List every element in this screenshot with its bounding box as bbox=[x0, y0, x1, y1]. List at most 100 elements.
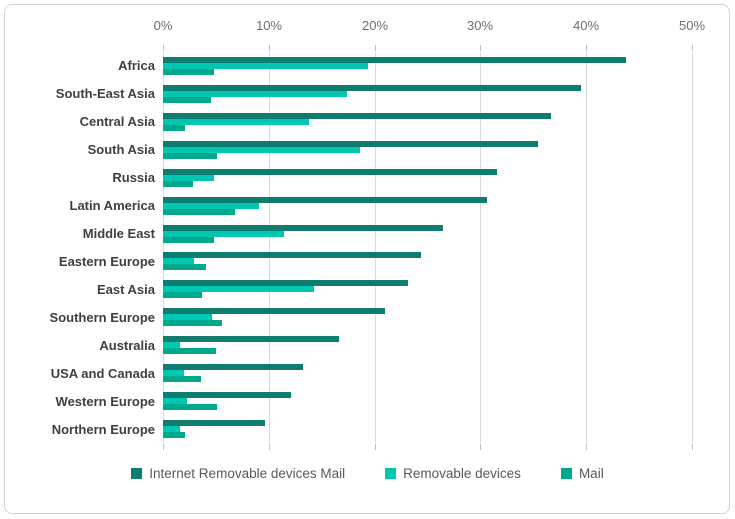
legend-swatch-icon bbox=[385, 468, 397, 479]
category-label: Northern Europe bbox=[51, 421, 155, 437]
bar-group-east-asia bbox=[163, 275, 692, 303]
bar bbox=[163, 56, 627, 63]
category-label: Western Europe bbox=[55, 393, 155, 409]
bar bbox=[163, 336, 339, 343]
bar bbox=[163, 432, 186, 439]
x-axis-tick-label: 30% bbox=[466, 18, 494, 33]
bar-group-usa-and-canada bbox=[163, 359, 692, 387]
category-label: Africa bbox=[118, 58, 155, 74]
bar-group-middle-east bbox=[163, 220, 692, 248]
axis-tick-mark bbox=[586, 45, 587, 51]
bar-group-western-europe bbox=[163, 387, 692, 415]
bar bbox=[163, 118, 309, 125]
bar bbox=[163, 264, 207, 271]
category-label: Russia bbox=[112, 170, 155, 186]
axis-tick-mark bbox=[163, 45, 164, 51]
legend-item: Removable devices bbox=[385, 466, 521, 481]
category-axis: Africa South-East Asia Central Asia South A… bbox=[10, 52, 155, 443]
bar bbox=[163, 398, 188, 405]
axis-tick-mark bbox=[269, 45, 270, 51]
gridline bbox=[480, 52, 481, 443]
axis-tick-mark bbox=[375, 444, 376, 450]
bar bbox=[163, 404, 217, 411]
bar bbox=[163, 252, 422, 259]
bar bbox=[163, 376, 202, 383]
bar bbox=[163, 292, 203, 299]
bar bbox=[163, 392, 292, 399]
bar bbox=[163, 308, 386, 315]
legend-item: Internet Removable devices Mail bbox=[131, 466, 345, 481]
legend-swatch-icon bbox=[560, 468, 572, 479]
gridline bbox=[375, 52, 376, 443]
bar bbox=[163, 348, 216, 355]
legend-label: Mail bbox=[578, 466, 604, 481]
axis-tick-mark bbox=[692, 45, 693, 51]
gridline bbox=[586, 52, 587, 443]
bar bbox=[163, 364, 303, 371]
x-axis-tick-label: 50% bbox=[678, 18, 706, 33]
gridline bbox=[163, 52, 164, 443]
axis-tick-mark bbox=[586, 444, 587, 450]
bar bbox=[163, 370, 185, 377]
axis-tick-mark bbox=[375, 45, 376, 51]
bar bbox=[163, 174, 214, 181]
category-label: South-East Asia bbox=[55, 86, 155, 102]
bar bbox=[163, 314, 212, 321]
category-label: Eastern Europe bbox=[58, 253, 155, 269]
bar-group-russia bbox=[163, 164, 692, 192]
bar bbox=[163, 84, 581, 91]
bar-group-africa bbox=[163, 52, 692, 80]
legend-item: Mail bbox=[560, 466, 604, 481]
bar bbox=[163, 420, 265, 427]
bar-group-south-east-asia bbox=[163, 80, 692, 108]
bar bbox=[163, 320, 223, 327]
bar bbox=[163, 426, 180, 433]
bar bbox=[163, 196, 487, 203]
bar bbox=[163, 208, 235, 215]
bar bbox=[163, 236, 214, 243]
legend-swatch-icon bbox=[131, 468, 143, 479]
bar bbox=[163, 280, 409, 287]
bar bbox=[163, 90, 348, 97]
bar bbox=[163, 168, 498, 175]
bar-group-australia bbox=[163, 331, 692, 359]
axis-tick-mark bbox=[163, 444, 164, 450]
x-axis: 0% 10% 20% 30% 40% 50% bbox=[154, 18, 705, 36]
bar bbox=[163, 224, 444, 231]
x-axis-tick-label: 10% bbox=[255, 18, 283, 33]
bar bbox=[163, 112, 552, 119]
bar bbox=[163, 258, 194, 265]
bar-rows-layer bbox=[163, 52, 692, 443]
x-axis-tick-label: 40% bbox=[572, 18, 600, 33]
category-label: Central Asia bbox=[79, 114, 155, 130]
bar bbox=[163, 286, 315, 293]
axis-tick-mark bbox=[480, 45, 481, 51]
axis-tick-mark bbox=[269, 444, 270, 450]
bar bbox=[163, 180, 193, 187]
bar-group-south-asia bbox=[163, 136, 692, 164]
category-label: Australia bbox=[99, 337, 155, 353]
bar bbox=[163, 230, 284, 237]
category-label: USA and Canada bbox=[50, 365, 155, 381]
axis-tick-mark bbox=[692, 444, 693, 450]
bar-group-northern-europe bbox=[163, 415, 692, 443]
bar bbox=[163, 96, 211, 103]
plot-area bbox=[163, 45, 693, 450]
category-label: South Asia bbox=[87, 142, 155, 158]
category-label: East Asia bbox=[96, 281, 155, 297]
bar-group-central-asia bbox=[163, 108, 692, 136]
category-label: Southern Europe bbox=[49, 309, 155, 325]
legend: Internet Removable devices Mail Removable… bbox=[0, 466, 735, 481]
x-axis-tick-label: 20% bbox=[361, 18, 389, 33]
bar bbox=[163, 342, 180, 349]
bar bbox=[163, 124, 186, 131]
bar-group-eastern-europe bbox=[163, 248, 692, 276]
axis-tick-mark bbox=[480, 444, 481, 450]
gridline bbox=[692, 52, 693, 443]
bar bbox=[163, 140, 538, 147]
bar bbox=[163, 68, 214, 75]
bar bbox=[163, 62, 369, 69]
legend-label: Internet Removable devices Mail bbox=[149, 466, 346, 481]
gridline bbox=[269, 52, 270, 443]
